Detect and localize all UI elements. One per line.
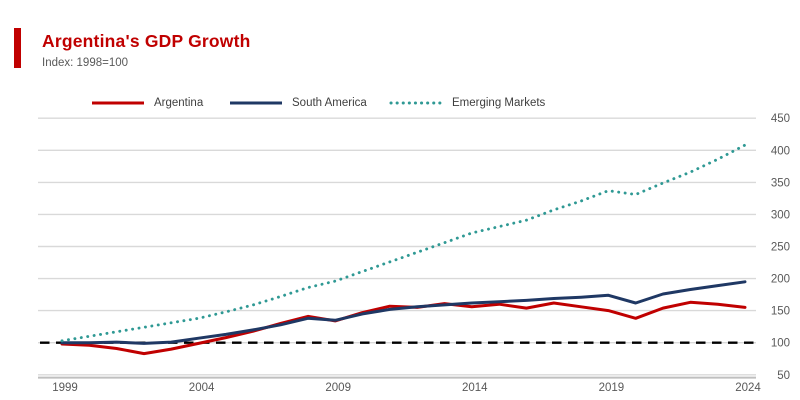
y-tick-label-300: 300 <box>771 209 790 221</box>
legend-item-south-america: South America <box>228 95 367 111</box>
y-tick-label-50: 50 <box>777 370 790 382</box>
x-tick-label-2004: 2004 <box>189 382 215 394</box>
legend-label-argentina: Argentina <box>154 97 204 109</box>
y-tick-label-200: 200 <box>771 274 790 286</box>
x-tick-label-1999: 1999 <box>52 382 78 394</box>
y-tick-label-400: 400 <box>771 145 790 157</box>
legend-label-south-america: South America <box>292 97 367 109</box>
x-tick-label-2014: 2014 <box>462 382 488 394</box>
legend-item-emerging-markets: Emerging Markets <box>388 95 545 111</box>
y-tick-label-250: 250 <box>771 242 790 254</box>
series-line-south-america <box>60 280 747 345</box>
legend-swatch-south-america-line <box>230 101 282 105</box>
title-accent-bar <box>14 28 21 68</box>
y-tick-label-350: 350 <box>771 177 790 189</box>
chart-title: Argentina's GDP Growth <box>42 31 251 51</box>
y-tick-label-150: 150 <box>771 306 790 318</box>
legend-swatch-emerging-markets-dotted-line <box>389 101 443 105</box>
chart-subtitle: Index: 1998=100 <box>42 57 129 69</box>
y-tick-label-100: 100 <box>771 338 790 350</box>
series-line-emerging-markets <box>60 143 747 343</box>
x-tick-label-2024: 2024 <box>735 382 761 394</box>
x-tick-label-2009: 2009 <box>325 382 351 394</box>
legend-label-emerging-markets: Emerging Markets <box>452 97 546 109</box>
x-tick-label-2019: 2019 <box>599 382 625 394</box>
legend: Argentina South America Emerging Markets <box>0 95 800 113</box>
legend-swatch-argentina-line <box>92 101 144 105</box>
y-tick-label-450: 450 <box>771 113 790 125</box>
legend-item-argentina: Argentina <box>90 95 203 111</box>
